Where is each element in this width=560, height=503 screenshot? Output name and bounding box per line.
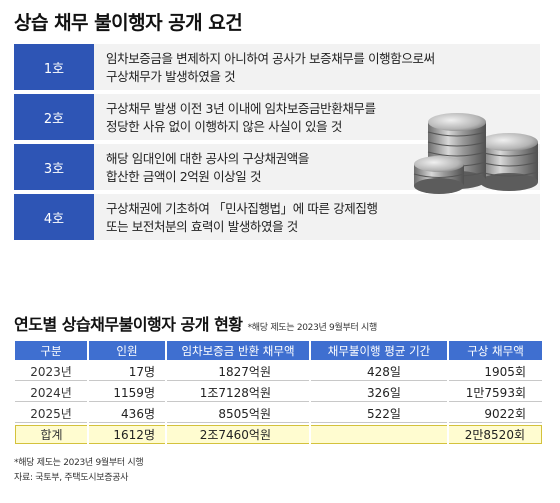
cell-total-people: 1612명 [89, 425, 165, 444]
cell-deposit-debt: 8505억원 [167, 404, 309, 423]
column-header: 채무불이행 평균 기간 [311, 341, 447, 360]
requirement-item: 1호 임차보증금을 변제하지 아니하여 공사가 보증채무를 이행함으로써 구상채… [14, 44, 540, 90]
table-row: 2023년 17명 1827억원 428일 1905회 [15, 362, 542, 381]
cell-total-label: 합계 [15, 425, 87, 444]
requirement-number: 3호 [14, 144, 94, 190]
requirement-number: 4호 [14, 194, 94, 240]
source-note: 자료: 국토부, 주택도시보증공사 [14, 473, 129, 483]
column-header: 구분 [15, 341, 87, 360]
cell-year: 2025년 [15, 404, 87, 423]
requirement-number: 1호 [14, 44, 94, 90]
cell-people: 17명 [89, 362, 165, 381]
cell-people: 1159명 [89, 383, 165, 402]
coin-stack-back [479, 133, 539, 191]
column-header: 인원 [89, 341, 165, 360]
column-header: 임차보증금 반환 채무액 [167, 341, 309, 360]
coin-stack-front [413, 156, 465, 194]
cell-year: 2023년 [15, 362, 87, 381]
cell-total-claim-debt: 2만8520회 [449, 425, 542, 444]
cell-total-deposit-debt: 2조7460억원 [167, 425, 309, 444]
page-title: 상습 채무 불이행자 공개 요건 [14, 12, 243, 34]
requirement-item: 4호 구상채권에 기초하여 「민사집행법」에 따른 강제집행 또는 보전처분의 … [14, 194, 540, 240]
table-header-row: 구분 인원 임차보증금 반환 채무액 채무불이행 평균 기간 구상 채무액 [15, 341, 542, 360]
cell-deposit-debt: 1조7128억원 [167, 383, 309, 402]
cell-claim-debt: 1905회 [449, 362, 542, 381]
requirement-text: 구상채권에 기초하여 「민사집행법」에 따른 강제집행 또는 보전처분의 효력이… [94, 194, 540, 240]
table-row: 2024년 1159명 1조7128억원 326일 1만7593회 [15, 383, 542, 402]
cell-total-avg-period [311, 425, 447, 444]
requirement-text: 임차보증금을 변제하지 아니하여 공사가 보증채무를 이행함으로써 구상채무가 … [94, 44, 540, 90]
cell-avg-period: 326일 [311, 383, 447, 402]
cell-avg-period: 428일 [311, 362, 447, 381]
table-title-note: *해당 제도는 2023년 9월부터 시행 [247, 323, 378, 333]
cell-people: 436명 [89, 404, 165, 423]
cell-deposit-debt: 1827억원 [167, 362, 309, 381]
status-table: 구분 인원 임차보증금 반환 채무액 채무불이행 평균 기간 구상 채무액 20… [13, 339, 544, 446]
footnote: *해당 제도는 2023년 9월부터 시행 [14, 458, 144, 468]
requirement-number: 2호 [14, 94, 94, 140]
cell-claim-debt: 1만7593회 [449, 383, 542, 402]
table-title: 연도별 상습채무불이행자 공개 현황 *해당 제도는 2023년 9월부터 시행 [14, 315, 378, 334]
cell-claim-debt: 9022회 [449, 404, 542, 423]
table-total-row: 합계 1612명 2조7460억원 2만8520회 [15, 425, 542, 444]
cell-avg-period: 522일 [311, 404, 447, 423]
coins-illustration [413, 113, 539, 194]
table-row: 2025년 436명 8505억원 522일 9022회 [15, 404, 542, 423]
column-header: 구상 채무액 [449, 341, 542, 360]
cell-year: 2024년 [15, 383, 87, 402]
